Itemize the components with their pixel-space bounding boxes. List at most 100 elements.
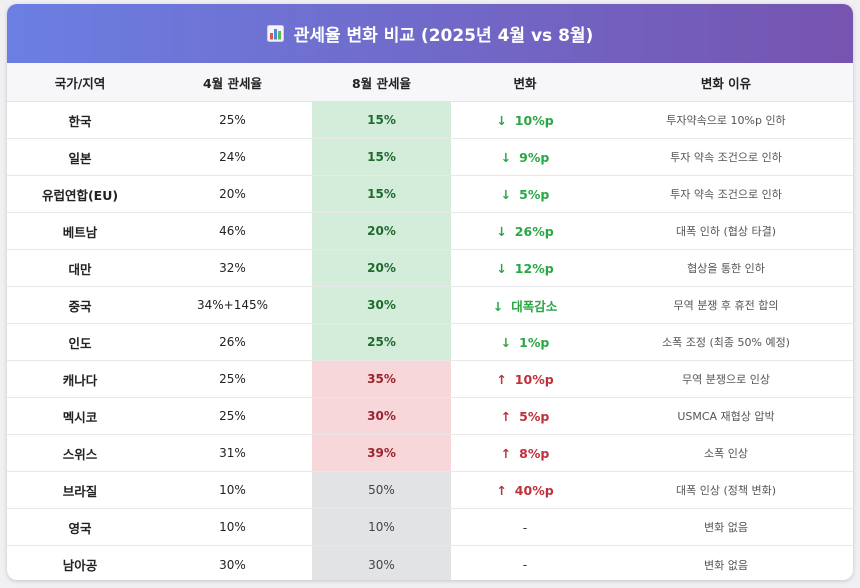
change-value: 8%p <box>519 445 550 461</box>
change-cell: ↓ 26%p <box>451 212 599 250</box>
change-value: 9%p <box>519 149 550 165</box>
april-rate-cell: 34%+145% <box>153 286 312 324</box>
tariff-table: 국가/지역 4월 관세율 8월 관세율 변화 변화 이유 한국 25% 15% … <box>7 63 853 580</box>
table-row: 스위스 31% 39% ↑ 8%p 소폭 인상 <box>7 434 853 472</box>
august-rate-cell: 15% <box>312 175 451 213</box>
reason-cell: 무역 분쟁 후 휴전 합의 <box>599 286 853 324</box>
change-cell: ↓ 10%p <box>451 101 599 139</box>
up-arrow-icon: ↑ <box>496 482 507 498</box>
change-cell: ↓ 9%p <box>451 138 599 176</box>
table-row: 중국 34%+145% 30% ↓ 대폭감소 무역 분쟁 후 휴전 합의 <box>7 286 853 324</box>
change-value: 26%p <box>514 223 554 239</box>
table-row: 멕시코 25% 30% ↑ 5%p USMCA 재협상 압박 <box>7 397 853 435</box>
april-rate-cell: 30% <box>219 557 246 572</box>
up-arrow-icon: ↑ <box>500 408 512 424</box>
change-cell: ↓ 5%p <box>451 175 599 213</box>
card-header: 관세율 변화 비교 (2025년 4월 vs 8월) <box>7 4 853 63</box>
country-cell: 인도 <box>7 323 153 361</box>
change-cell: ↓ 1%p <box>451 323 599 361</box>
country-cell: 한국 <box>7 101 153 139</box>
country-cell: 베트남 <box>7 212 153 250</box>
change-value: 5%p <box>519 186 550 202</box>
table-row: 유럽연합(EU) 20% 15% ↓ 5%p 투자 약속 조건으로 인하 <box>7 175 853 213</box>
country-cell: 중국 <box>7 286 153 324</box>
down-arrow-icon: ↓ <box>500 186 512 202</box>
reason-cell: 변화 없음 <box>704 558 748 572</box>
country-cell: 대만 <box>7 249 153 287</box>
august-rate-cell: 50% <box>312 471 451 509</box>
reason-cell: 소폭 인상 <box>599 434 853 472</box>
reason-cell: 대폭 인상 (정책 변화) <box>599 471 853 509</box>
change-cell: ↓ 대폭감소 <box>451 286 599 324</box>
change-cell: ↓ 12%p <box>451 249 599 287</box>
country-cell: 영국 <box>7 508 153 546</box>
country-cell: 브라질 <box>7 471 153 509</box>
change-value: 5%p <box>519 408 550 424</box>
august-rate-cell: 35% <box>312 360 451 398</box>
table-row: 브라질 10% 50% ↑ 40%p 대폭 인상 (정책 변화) <box>7 471 853 509</box>
table-row: 남아공 30% 30% - 변화 없음 <box>7 545 853 580</box>
reason-cell: 투자약속으로 10%p 인하 <box>599 101 853 139</box>
column-header-august: 8월 관세율 <box>312 63 451 102</box>
table-row: 대만 32% 20% ↓ 12%p 협상을 통한 인하 <box>7 249 853 287</box>
change-cell: ↑ 8%p <box>451 434 599 472</box>
down-arrow-icon: ↓ <box>500 149 512 165</box>
column-header-april: 4월 관세율 <box>153 63 312 102</box>
april-rate-cell: 26% <box>153 323 312 361</box>
august-rate-cell: 25% <box>312 323 451 361</box>
april-rate-cell: 25% <box>153 397 312 435</box>
change-value: 10%p <box>514 371 554 387</box>
change-value: 40%p <box>514 482 554 498</box>
april-rate-cell: 24% <box>153 138 312 176</box>
up-arrow-icon: ↑ <box>496 371 507 387</box>
reason-cell: 대폭 인하 (협상 타결) <box>599 212 853 250</box>
column-header-country: 국가/지역 <box>7 63 153 102</box>
table-row: 영국 10% 10% - 변화 없음 <box>7 508 853 546</box>
august-rate-cell: 39% <box>312 434 451 472</box>
down-arrow-icon: ↓ <box>496 112 507 128</box>
up-arrow-icon: ↑ <box>500 445 512 461</box>
reason-cell: USMCA 재협상 압박 <box>599 397 853 435</box>
april-rate-cell: 31% <box>153 434 312 472</box>
april-rate-cell: 10% <box>153 471 312 509</box>
april-rate-cell: 25% <box>153 101 312 139</box>
country-cell: 멕시코 <box>7 397 153 435</box>
down-arrow-icon: ↓ <box>500 334 512 350</box>
august-rate-cell: 30% <box>312 286 451 324</box>
tariff-comparison-card: 관세율 변화 비교 (2025년 4월 vs 8월) 국가/지역 4월 관세율 … <box>7 4 853 580</box>
august-rate-cell: 10% <box>312 508 451 546</box>
reason-cell: 투자 약속 조건으로 인하 <box>599 138 853 176</box>
country-cell: 일본 <box>7 138 153 176</box>
august-rate-cell: 30% <box>312 397 451 435</box>
april-rate-cell: 25% <box>153 360 312 398</box>
change-cell: ↑ 40%p <box>451 471 599 509</box>
change-value: 12%p <box>514 260 554 276</box>
down-arrow-icon: ↓ <box>492 298 504 314</box>
change-value: 1%p <box>519 334 550 350</box>
april-rate-cell: 10% <box>153 508 312 546</box>
country-cell: 유럽연합(EU) <box>7 175 153 213</box>
august-rate-cell: 30% <box>312 545 451 580</box>
change-value: 대폭감소 <box>511 298 558 314</box>
table-row: 베트남 46% 20% ↓ 26%p 대폭 인하 (협상 타결) <box>7 212 853 250</box>
page-title: 관세율 변화 비교 (2025년 4월 vs 8월) <box>293 26 594 46</box>
reason-cell: 소폭 조정 (최종 50% 예정) <box>599 323 853 361</box>
change-cell: ↑ 10%p <box>451 360 599 398</box>
bar-chart-icon <box>266 25 284 42</box>
august-rate-cell: 20% <box>312 249 451 287</box>
country-cell: 캐나다 <box>7 360 153 398</box>
august-rate-cell: 20% <box>312 212 451 250</box>
april-rate-cell: 20% <box>153 175 312 213</box>
change-cell: - <box>522 557 528 572</box>
reason-cell: 협상을 통한 인하 <box>599 249 853 287</box>
august-rate-cell: 15% <box>312 101 451 139</box>
table-row: 한국 25% 15% ↓ 10%p 투자약속으로 10%p 인하 <box>7 101 853 139</box>
country-cell: 남아공 <box>62 558 98 573</box>
table-row: 인도 26% 25% ↓ 1%p 소폭 조정 (최종 50% 예정) <box>7 323 853 361</box>
reason-cell: 무역 분쟁으로 인상 <box>599 360 853 398</box>
column-header-reason: 변화 이유 <box>599 63 853 102</box>
change-cell: - <box>451 508 599 546</box>
down-arrow-icon: ↓ <box>496 223 507 239</box>
reason-cell: 투자 약속 조건으로 인하 <box>599 175 853 213</box>
change-value: 10%p <box>514 112 554 128</box>
